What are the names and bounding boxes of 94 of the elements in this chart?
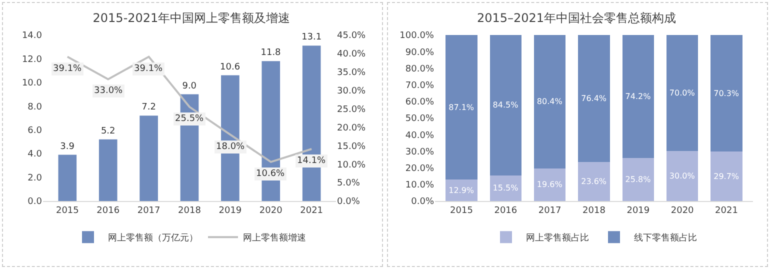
data-label: 76.4% — [581, 94, 607, 103]
bar — [578, 162, 610, 201]
bar — [622, 35, 654, 158]
bar — [710, 35, 742, 152]
y-tick-label: 12.0 — [22, 54, 42, 65]
y2-tick-label: 25.0% — [337, 104, 366, 115]
x-tick-label: 2021 — [715, 206, 738, 216]
y2-tick-label: 30.0% — [337, 86, 366, 96]
x-tick-label: 2015 — [450, 206, 473, 216]
data-label: 80.4% — [536, 97, 563, 106]
y-tick-label: 0.0 — [28, 197, 42, 208]
x-tick-label: 2015 — [56, 206, 79, 216]
legend-label: 线下零售额占比 — [634, 232, 697, 244]
bar — [446, 180, 478, 201]
data-label: 39.1% — [53, 64, 82, 74]
legend-label: 网上零售额占比 — [526, 232, 589, 244]
data-label: 39.1% — [134, 64, 164, 74]
data-label: 15.5% — [492, 184, 519, 193]
bar — [622, 158, 654, 201]
y-tick-label: 10.0% — [405, 180, 434, 191]
y-tick-label: 40.0% — [405, 130, 434, 141]
bar — [58, 154, 77, 201]
y-tick-label: 60.0% — [405, 98, 434, 108]
data-label: 13.1 — [302, 32, 322, 43]
data-label: 7.2 — [142, 102, 156, 113]
x-tick-label: 2019 — [626, 206, 650, 216]
y2-tick-label: 15.0% — [337, 142, 366, 152]
x-tick-label: 2018 — [178, 206, 202, 216]
x-tick-label: 2017 — [538, 206, 562, 216]
y-tick-label: 50.0% — [405, 114, 434, 124]
bar — [98, 139, 118, 201]
x-tick-label: 2017 — [137, 206, 160, 216]
bar — [490, 35, 522, 176]
x-tick-label: 2016 — [494, 206, 518, 216]
y-tick-label: 8.0 — [28, 102, 42, 112]
y2-tick-label: 0.0% — [337, 197, 360, 208]
x-tick-label: 2020 — [259, 206, 283, 216]
y-tick-label: 4.0 — [28, 150, 42, 160]
data-label: 9.0 — [182, 81, 197, 92]
y2-tick-label: 20.0% — [337, 123, 366, 134]
bar — [490, 175, 522, 201]
data-label: 30.0% — [669, 172, 696, 181]
legend-label: 网上零售额（万亿元） — [108, 232, 198, 244]
x-tick-label: 2018 — [582, 206, 606, 216]
bar — [446, 35, 478, 180]
y-tick-label: 30.0% — [405, 147, 434, 158]
y-tick-label: 10.0 — [22, 78, 42, 89]
bar — [534, 168, 566, 201]
data-label: 14.1% — [297, 156, 326, 166]
x-tick-label: 2021 — [300, 206, 324, 216]
y-tick-label: 2.0 — [28, 173, 42, 184]
bar — [140, 116, 158, 201]
data-label: 5.2 — [100, 126, 116, 136]
y-tick-label: 14.0 — [22, 31, 42, 42]
y2-tick-label: 40.0% — [337, 50, 366, 60]
y-tick-label: 80.0% — [405, 64, 434, 74]
data-label: 33.0% — [94, 86, 124, 96]
y2-tick-label: 10.0% — [337, 160, 366, 170]
y-tick-label: 6.0 — [28, 126, 42, 136]
chart-title: 2015–2021年中国社会零售总额构成 — [476, 10, 676, 25]
x-tick-label: 2019 — [218, 206, 242, 216]
y2-tick-label: 35.0% — [337, 68, 366, 78]
y-tick-label: 20.0% — [405, 164, 434, 174]
legend-label: 网上零售额增速 — [243, 232, 306, 244]
data-label: 29.7% — [714, 172, 740, 181]
bar — [710, 152, 742, 201]
data-label: 25.8% — [625, 175, 652, 184]
bar — [534, 35, 566, 168]
data-label: 19.6% — [536, 180, 563, 190]
data-label: 84.5% — [492, 100, 519, 110]
chart-title: 2015-2021年中国网上零售额及增速 — [92, 10, 290, 25]
data-label: 10.6 — [220, 62, 240, 72]
data-label: 18.0% — [216, 142, 246, 152]
y2-tick-label: 45.0% — [337, 31, 366, 42]
data-label: 3.9 — [60, 142, 75, 152]
data-label: 10.6% — [256, 169, 286, 179]
data-label: 70.0% — [669, 88, 696, 98]
data-label: 12.9% — [448, 186, 474, 195]
data-label: 11.8 — [260, 48, 282, 58]
data-label: 74.2% — [625, 92, 652, 102]
y2-tick-label: 5.0% — [337, 178, 360, 189]
bar — [666, 151, 698, 201]
bar — [666, 35, 698, 152]
y-tick-label: 100.0% — [400, 31, 434, 42]
data-label: 87.1% — [448, 102, 474, 112]
y-tick-label: 90.0% — [405, 48, 434, 58]
y-tick-label: 70.0% — [405, 80, 434, 91]
data-label: 70.3% — [714, 88, 740, 98]
y-tick-label: 0.0% — [411, 197, 434, 208]
bar — [578, 35, 610, 162]
data-label: 23.6% — [581, 176, 607, 186]
x-tick-label: 2016 — [96, 206, 120, 216]
x-tick-label: 2020 — [670, 206, 694, 216]
data-label: 25.5% — [175, 114, 204, 124]
